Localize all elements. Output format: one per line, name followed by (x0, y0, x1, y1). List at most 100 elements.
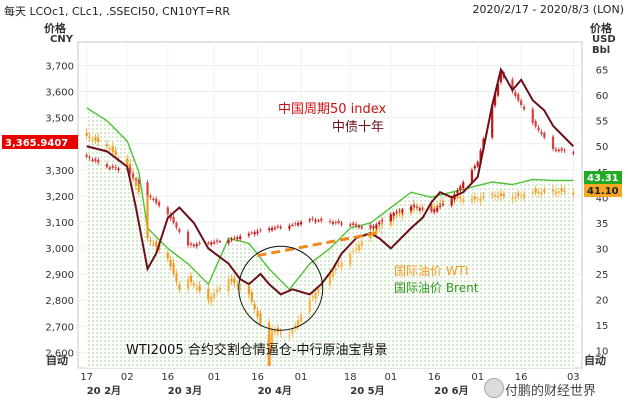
x-month-label: 20 6月 (434, 385, 468, 397)
china50-candle (189, 243, 193, 246)
wti-candle (392, 216, 395, 221)
china50-candle (155, 198, 158, 203)
china50-candle (236, 237, 239, 239)
wti-candle (207, 288, 210, 300)
china50-candle (256, 231, 259, 234)
china50-candle (401, 209, 404, 213)
china50-candle (410, 206, 413, 211)
right-tick-label: 25 (596, 270, 609, 281)
wti-candle (218, 287, 222, 291)
china50-candle (560, 148, 563, 151)
cn10y-series (86, 66, 575, 296)
wti-candle (534, 189, 537, 193)
cn10y-label: 中债十年 (332, 120, 384, 135)
china50-candle (421, 208, 424, 210)
wti-candle (357, 244, 361, 251)
wti-candle (233, 278, 236, 284)
wti-candle (459, 196, 462, 199)
china50-candle (328, 220, 332, 222)
wti-candle (482, 196, 485, 198)
china50-candle (456, 190, 459, 193)
wti-candle (441, 200, 445, 202)
china50-candle (441, 204, 445, 206)
china50-candle (250, 232, 253, 234)
china50-candle (299, 222, 303, 225)
china50-candle (499, 73, 502, 83)
china50-candle (131, 173, 135, 177)
left-auto-scale-button[interactable]: 自动 (46, 354, 68, 367)
china50-candle (210, 242, 213, 245)
china50-candle (433, 209, 436, 212)
china50-candle (514, 92, 517, 97)
china50-candle (311, 218, 314, 220)
wti-candle (378, 226, 381, 229)
china50-candle (349, 224, 352, 226)
wti-candle (210, 296, 213, 303)
wti-candle (349, 253, 352, 265)
wti-candle (239, 287, 242, 289)
china50-candle (551, 136, 555, 149)
china50-candle (259, 229, 262, 231)
china50-candle (317, 220, 320, 222)
wti-candle (537, 191, 540, 194)
wti-candle (198, 285, 201, 291)
wti-candle (551, 189, 555, 192)
china50-candle (85, 154, 88, 157)
china50-candle (288, 225, 291, 229)
wti-candle (470, 199, 474, 201)
wti-candle (554, 191, 558, 194)
wti-candle (491, 194, 494, 196)
right-tick-label: 15 (596, 321, 609, 332)
left-tick-label: 3,700 (45, 61, 74, 72)
wti-candle (360, 241, 363, 247)
x-month-label: 20 2月 (87, 385, 121, 397)
china50-candle (517, 94, 520, 101)
wti-candle (178, 284, 181, 290)
china50-candle (94, 158, 97, 162)
china50-candle (108, 167, 111, 169)
right-tick-label: 35 (596, 219, 609, 230)
china50-candle (511, 79, 514, 92)
china50-candle (158, 201, 161, 206)
china50-candle (218, 241, 222, 243)
right-tick-label: 65 (596, 66, 609, 77)
china50-candle (192, 244, 195, 246)
china50-candle (270, 228, 274, 231)
china50-candle (215, 240, 219, 242)
x-tick-label: 03 (567, 372, 580, 383)
china50-candle (111, 165, 114, 168)
china50-candle (520, 100, 523, 105)
china50-candle (195, 244, 198, 247)
x-tick-label: 01 (295, 372, 308, 383)
china50-candle (436, 207, 439, 212)
wti-candle (317, 288, 320, 293)
china50-candle (395, 211, 398, 213)
china50-series (85, 70, 575, 249)
current-value-label: 3,365.9407 (2, 135, 78, 149)
wti-candle (543, 189, 546, 192)
china50-candle (268, 228, 271, 231)
wti-candle (540, 191, 543, 195)
wti-candle (169, 259, 172, 267)
left-tick-label: 3,300 (45, 166, 74, 177)
wti-candle (560, 188, 563, 192)
china50-candle (473, 166, 476, 169)
china50-candle (491, 104, 494, 138)
china50-candle (334, 221, 337, 223)
wti-candle (105, 144, 109, 147)
right-tick-label: 20 (596, 296, 609, 307)
wti-candle (195, 287, 198, 289)
wti-candle (395, 214, 398, 216)
wti-candle (189, 275, 193, 283)
wti-candle (511, 197, 514, 200)
wti-candle (270, 330, 274, 349)
wti-candle (134, 182, 138, 186)
x-tick-label: 01 (208, 372, 221, 383)
wti-candle (299, 314, 303, 323)
wti-candle (291, 330, 294, 334)
wti-candle (279, 332, 282, 334)
left-tick-label: 2,900 (45, 270, 74, 281)
right-auto-scale-button[interactable]: 自动 (584, 354, 606, 367)
wti-candle (372, 230, 375, 233)
